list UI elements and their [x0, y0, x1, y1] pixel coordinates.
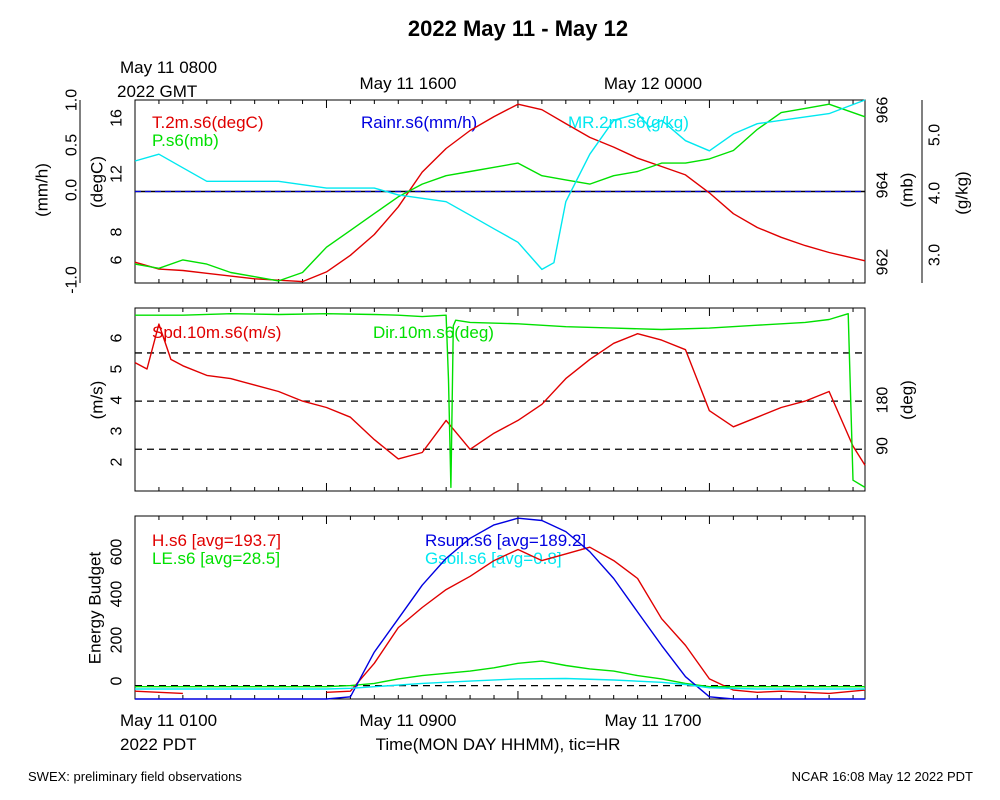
pres-tick-label: 962 — [875, 249, 892, 276]
pres-tick-label: 966 — [875, 97, 892, 124]
mr-tick-label: 3.0 — [927, 244, 944, 266]
temp-tick-label: 6 — [109, 255, 126, 264]
mr-2m-s6-g-kg-series-line — [134, 99, 866, 271]
energy-tick-label: 0 — [109, 676, 126, 685]
rain-axis-label: (mm/h) — [33, 163, 52, 217]
energy-axis-label: Energy Budget — [86, 551, 105, 664]
le-s6-avg-28-5-series-line — [135, 660, 865, 688]
rain-tick-label: 0.0 — [64, 179, 81, 201]
energy-tick-label: 400 — [109, 581, 126, 608]
p-s6-mb-series-line — [134, 103, 866, 282]
dir-axis-label: (deg) — [898, 380, 917, 420]
spd-tick-label: 5 — [109, 364, 126, 373]
rain-tick-label: 1.0 — [64, 89, 81, 111]
legend-rain: Rainr.s6(mm/h) — [361, 113, 477, 132]
footer-right: NCAR 16:08 May 12 2022 PDT — [792, 769, 973, 784]
dir-tick-label: 180 — [875, 387, 892, 414]
spd-tick-label: 4 — [109, 395, 126, 404]
energy-panel-frame — [134, 515, 866, 700]
pres-axis-label: (mb) — [898, 173, 917, 208]
rsum-s6-avg-189-2-series-line — [135, 517, 865, 700]
pdt-label-1: May 11 0900 — [359, 711, 456, 730]
gmt-first-date: May 11 0800 — [120, 58, 217, 77]
temp-tick-label: 12 — [109, 165, 126, 183]
legend-h: H.s6 [avg=193.7] — [152, 531, 281, 550]
legend-temp: T.2m.s6(degC) — [152, 113, 263, 132]
legend-mr: MR.2m.s6(g/kg) — [568, 113, 689, 132]
pres-tick-label: 964 — [875, 172, 892, 199]
temp-tick-label: 8 — [109, 227, 126, 236]
wind-panel-frame — [134, 307, 866, 492]
x-axis-label: Time(MON DAY HHMM), tic=HR — [376, 735, 621, 754]
legend-rsum: Rsum.s6 [avg=189.2] — [425, 531, 586, 550]
legend-pres: P.s6(mb) — [152, 131, 219, 150]
spd-tick-label: 3 — [109, 426, 126, 435]
dir-10m-s6-deg-series-line — [135, 313, 866, 489]
footer-left: SWEX: preliminary field observations — [28, 769, 242, 784]
spd-tick-label: 6 — [109, 333, 126, 342]
energy-tick-label: 200 — [109, 627, 126, 654]
plot-layer — [134, 99, 866, 700]
spd-10m-s6-m-s-series-line — [134, 323, 866, 466]
legend-spd: Spd.10m.s6(m/s) — [152, 323, 281, 342]
mr-tick-label: 4.0 — [927, 182, 944, 204]
temp-axis-label: (degC) — [88, 156, 107, 208]
pdt-label-2: May 11 1700 — [604, 711, 701, 730]
legend-dir: Dir.10m.s6(deg) — [373, 323, 494, 342]
rain-tick-label: -1.0 — [64, 266, 81, 294]
gmt-first-year: 2022 GMT — [117, 82, 197, 101]
rain-tick-label: 0.5 — [64, 134, 81, 156]
temp-tick-label: 16 — [109, 109, 126, 127]
chart-title: 2022 May 11 - May 12 — [408, 16, 628, 41]
legend-le: LE.s6 [avg=28.5] — [152, 549, 280, 568]
pdt-first-year: 2022 PDT — [120, 735, 197, 754]
h-s6-avg-193-7-series-line — [134, 546, 866, 695]
gmt-label-2: May 12 0000 — [604, 74, 702, 93]
gmt-label-1: May 11 1600 — [359, 74, 456, 93]
energy-tick-label: 600 — [109, 539, 126, 566]
spd-tick-label: 2 — [109, 457, 126, 466]
spd-axis-label: (m/s) — [88, 381, 107, 420]
pdt-first-date: May 11 0100 — [120, 711, 217, 730]
mr-tick-label: 5.0 — [927, 124, 944, 146]
t-2m-s6-degc-series-line — [134, 103, 866, 283]
mr-axis-label: (g/kg) — [953, 171, 972, 214]
gsoil-s6-avg-0-8-series-line — [135, 677, 865, 690]
dir-tick-label: 90 — [875, 437, 892, 455]
